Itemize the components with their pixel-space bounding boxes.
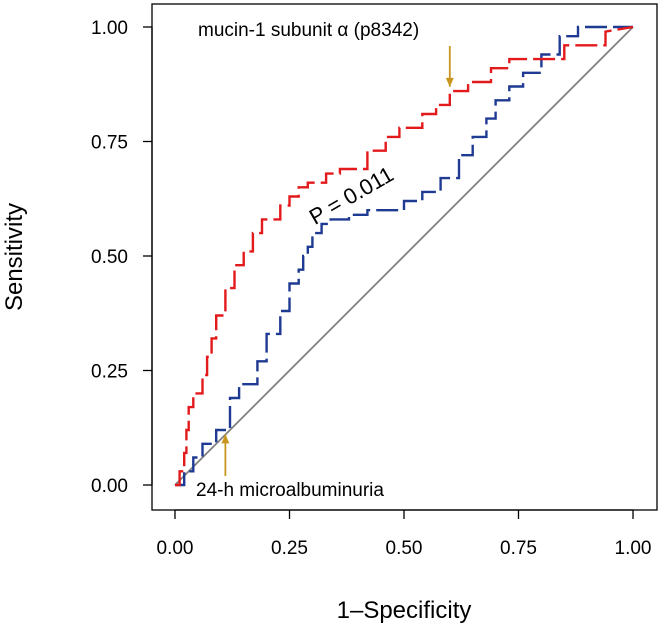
x-axis-title: 1–Specificity <box>337 597 472 624</box>
x-tick-label: 0.00 <box>157 538 194 559</box>
annotation-label-mucin: mucin-1 subunit α (p8342) <box>198 20 419 41</box>
arrow-head <box>221 434 230 444</box>
y-axis-title: Sensitivity <box>1 203 28 311</box>
series-line-24h-microalbuminuria <box>175 25 633 487</box>
y-tick-label: 0.75 <box>91 133 128 154</box>
y-tick-label: 0.00 <box>91 476 128 497</box>
y-tick-label: 0.50 <box>91 247 128 268</box>
x-tick-label: 1.00 <box>615 538 652 559</box>
annotation-label-microalbuminuria: 24-h microalbuminuria <box>196 480 384 501</box>
reference-diagonal-line <box>174 26 634 486</box>
x-axis: 0.00 0.25 0.50 0.75 1.00 <box>157 509 652 559</box>
p-value-label: P = 0.011 <box>305 161 398 229</box>
annotation-arrow-mucin <box>445 46 454 87</box>
x-tick-label: 0.25 <box>271 538 308 559</box>
y-axis: 0.00 0.25 0.50 0.75 1.00 <box>91 18 153 497</box>
x-tick-label: 0.50 <box>386 538 423 559</box>
arrow-head <box>445 77 454 87</box>
x-tick-label: 0.75 <box>500 538 537 559</box>
y-tick-label: 0.25 <box>91 362 128 383</box>
y-tick-label: 1.00 <box>91 18 128 39</box>
series-line-mucin-1 <box>175 25 634 487</box>
annotation-arrow-microalbuminuria <box>221 434 230 476</box>
